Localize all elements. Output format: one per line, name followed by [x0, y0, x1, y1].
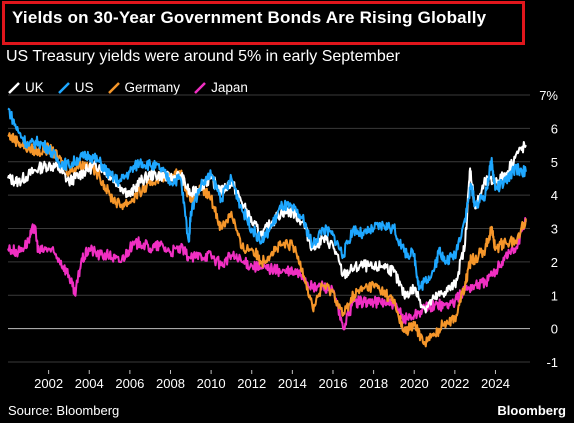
x-tick-label-1: 2004 — [75, 376, 104, 391]
legend-item-uk: UK — [8, 80, 44, 95]
series-line-germany — [7, 132, 527, 348]
legend-item-japan: Japan — [194, 80, 248, 95]
legend-label-japan: Japan — [211, 80, 248, 95]
legend-label-us: US — [74, 80, 94, 95]
y-tick-label-4: 3 — [551, 222, 558, 237]
y-tick-label-1: 0 — [551, 322, 558, 337]
series-line-japan — [7, 217, 527, 331]
y-tick-label-3: 2 — [551, 255, 558, 270]
legend-item-us: US — [57, 80, 94, 95]
x-tick-label-5: 2012 — [237, 376, 266, 391]
y-tick-label-2: 1 — [551, 288, 558, 303]
legend-swatch-us — [57, 81, 70, 94]
chart-title: Yields on 30-Year Government Bonds Are R… — [12, 8, 487, 27]
chart-subtitle: US Treasury yields were around 5% in ear… — [6, 48, 400, 65]
legend-swatch-germany — [107, 81, 120, 94]
series-line-uk — [7, 141, 527, 314]
y-tick-label-7: 6 — [551, 121, 558, 136]
x-tick-label-8: 2018 — [359, 376, 388, 391]
legend-label-uk: UK — [25, 80, 44, 95]
legend: UK US Germany Japan — [8, 80, 248, 95]
source-note: Source: Bloomberg — [8, 403, 120, 418]
x-tick-label-4: 2010 — [197, 376, 226, 391]
y-tick-label-0: -1 — [546, 355, 558, 370]
x-tick-label-6: 2014 — [278, 376, 307, 391]
title-box: Yields on 30-Year Government Bonds Are R… — [2, 1, 525, 45]
x-tick-label-9: 2020 — [400, 376, 429, 391]
legend-label-germany: Germany — [124, 80, 181, 95]
x-tick-label-7: 2016 — [319, 376, 348, 391]
legend-item-germany: Germany — [107, 80, 181, 95]
x-tick-label-3: 2008 — [156, 376, 185, 391]
y-tick-label-5: 4 — [551, 188, 558, 203]
x-tick-label-11: 2024 — [481, 376, 510, 391]
x-tick-label-0: 2002 — [34, 376, 63, 391]
x-tick-label-10: 2022 — [440, 376, 469, 391]
legend-swatch-japan — [194, 81, 206, 94]
series-line-us — [7, 107, 527, 291]
y-tick-label-8: 7% — [539, 88, 558, 103]
y-tick-label-6: 5 — [551, 155, 558, 170]
x-tick-label-2: 2006 — [115, 376, 144, 391]
legend-swatch-uk — [8, 81, 20, 94]
brand-logo: Bloomberg — [497, 403, 566, 418]
